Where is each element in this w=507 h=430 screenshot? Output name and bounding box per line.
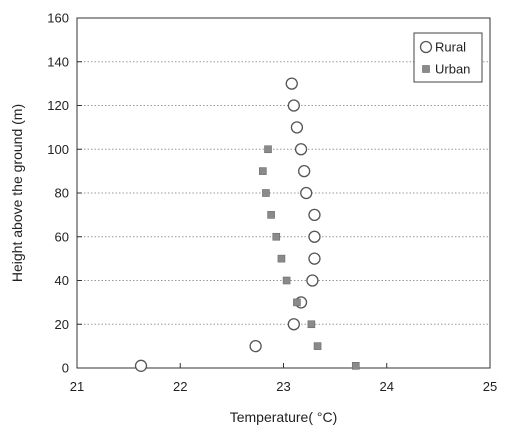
x-tick-label: 25 xyxy=(483,379,497,394)
rural-point xyxy=(308,230,321,243)
rural-point xyxy=(290,121,304,134)
x-tick-label: 24 xyxy=(380,379,394,394)
legend-label-urban: Urban xyxy=(435,62,470,77)
urban-point xyxy=(264,145,272,154)
y-tick-label: 100 xyxy=(47,142,69,157)
x-tick-label: 21 xyxy=(70,379,84,394)
legend-label-rural: Rural xyxy=(435,40,466,55)
rural-point xyxy=(300,186,313,200)
data-points xyxy=(134,77,360,372)
urban-point xyxy=(272,232,281,241)
rural-point xyxy=(297,164,311,178)
rural-point xyxy=(294,143,308,156)
urban-point xyxy=(307,320,316,329)
legend-marker-rural xyxy=(419,40,433,54)
urban-point xyxy=(277,254,286,263)
rural-point xyxy=(249,339,262,353)
x-tick-label: 22 xyxy=(173,379,187,394)
y-tick-label: 80 xyxy=(55,186,69,201)
x-tick-label: 23 xyxy=(276,379,290,394)
urban-point xyxy=(262,189,270,197)
urban-point xyxy=(351,362,360,370)
y-tick-label: 160 xyxy=(47,11,69,26)
y-axis-ticks: 0 20 40 60 80 100 120 140 160 xyxy=(47,11,82,376)
rural-point xyxy=(287,99,300,112)
urban-point xyxy=(267,211,275,219)
urban-point xyxy=(293,298,301,307)
urban-point xyxy=(313,342,322,350)
legend: Rural Urban xyxy=(413,32,483,83)
rural-point xyxy=(306,274,319,287)
rural-point xyxy=(308,252,321,265)
rural-point xyxy=(285,77,298,90)
y-tick-label: 140 xyxy=(47,54,69,69)
urban-point xyxy=(282,276,291,285)
y-axis-label: Height above the ground (m) xyxy=(9,104,25,282)
y-tick-label: 40 xyxy=(55,273,69,288)
y-tick-label: 120 xyxy=(47,98,69,113)
x-axis-ticks: 21 22 23 24 25 xyxy=(70,363,497,394)
urban-point xyxy=(259,167,267,175)
rural-point xyxy=(134,359,148,372)
series-urban xyxy=(259,145,360,370)
legend-marker-urban xyxy=(422,65,430,73)
y-tick-label: 0 xyxy=(62,361,69,376)
rural-point xyxy=(287,318,300,331)
x-axis-label: Temperature( °C) xyxy=(230,409,338,425)
y-tick-label: 60 xyxy=(55,229,69,244)
rural-point xyxy=(308,208,321,222)
series-rural xyxy=(134,77,321,372)
y-tick-label: 20 xyxy=(55,317,69,332)
